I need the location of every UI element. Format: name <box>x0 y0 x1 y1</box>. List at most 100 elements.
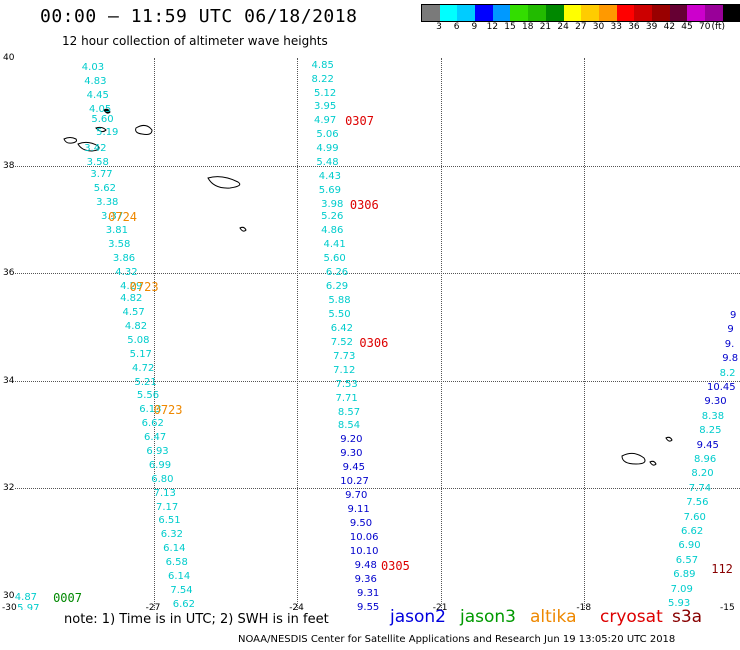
legend-tick-label: 9 <box>471 22 478 32</box>
wave-height-value: 8.22 <box>311 73 334 85</box>
legend-color-swatch <box>457 5 476 21</box>
grid-line-horizontal <box>10 273 740 275</box>
grid-line-vertical <box>153 58 155 610</box>
wave-height-value: 6.47 <box>144 431 167 443</box>
legend-color-swatch <box>705 5 723 21</box>
grid-line-vertical <box>440 58 442 610</box>
legend-tick-label: 45 <box>681 22 693 32</box>
wave-height-value: 9.50 <box>349 517 373 529</box>
wave-height-value: 5.21 <box>134 376 157 388</box>
wave-height-value: 6.14 <box>163 542 186 554</box>
wave-height-value: 9.31 <box>357 587 380 599</box>
wave-height-value: 9.8 <box>722 353 739 365</box>
x-tick-label: -15 <box>720 603 735 613</box>
wave-height-value: 8.96 <box>694 454 717 465</box>
wave-height-value: 5.60 <box>323 253 346 265</box>
wave-height-value: 3.98 <box>321 199 344 211</box>
legend-tick-label: (ft) <box>711 22 726 32</box>
wave-height-value: 6.90 <box>678 540 701 552</box>
wave-height-value: 4.57 <box>122 307 145 318</box>
wave-height-value: 5.48 <box>316 157 339 169</box>
legend-tick-label: 15 <box>504 22 516 32</box>
wave-height-value: 9 <box>730 310 737 321</box>
wave-height-value: 5.56 <box>136 389 160 401</box>
wave-height-value: 7.60 <box>683 511 706 523</box>
x-tick-label: -21 <box>432 603 448 613</box>
wave-height-value: 6.99 <box>148 459 172 471</box>
wave-height-value: 7.53 <box>335 379 358 391</box>
wave-height-value: 4.82 <box>120 293 143 305</box>
wave-height-value: 4.86 <box>321 225 344 237</box>
wave-height-value: 4.99 <box>316 143 339 155</box>
credit-line: NOAA/NESDIS Center for Satellite Applica… <box>238 634 676 645</box>
y-tick-label: 36 <box>3 268 15 279</box>
wave-height-value: 4.03 <box>81 61 105 73</box>
legend-tick-label: 12 <box>486 22 499 32</box>
legend-tick-label: 18 <box>522 22 534 32</box>
y-tick-label: 40 <box>3 53 15 63</box>
wave-height-value: 7.54 <box>170 584 193 596</box>
map-plot-area: 4.03 4.83 4.45 4.05 5.60 5.19 3.42 3.58 3.77 5.62… <box>10 58 740 610</box>
legend-color-swatch <box>634 5 652 21</box>
wave-height-value: 7.56 <box>686 497 709 509</box>
wave-height-value: 7.09 <box>670 583 693 595</box>
wave-height-value: 3.86 <box>112 253 136 265</box>
wave-height-value: 9.55 <box>357 601 380 610</box>
wave-height-value: 10.10 <box>349 545 379 557</box>
legend-color-swatch <box>581 5 599 21</box>
wave-height-value: 7.73 <box>333 351 356 363</box>
grid-line-horizontal <box>10 165 740 167</box>
y-tick-label: 30 <box>3 591 15 601</box>
pass-time-label: 0306 <box>359 336 389 351</box>
satellite-label-altika: altika <box>530 607 577 627</box>
wave-height-value: 5.93 <box>668 598 691 609</box>
pass-time-label: 0723 <box>153 402 183 417</box>
wave-height-value: 4.72 <box>132 362 155 374</box>
satellite-label-jason2: jason2 <box>390 607 446 627</box>
wave-height-value: 5.06 <box>316 129 339 141</box>
legend-tick-label: 39 <box>645 22 658 32</box>
legend-tick-label: 33 <box>610 22 622 32</box>
pass-time-label: 0305 <box>380 558 410 573</box>
wave-height-value: 6.26 <box>325 267 349 279</box>
wave-height-value: 5.12 <box>313 87 337 99</box>
wave-height-value: 6.29 <box>325 281 349 293</box>
wave-height-value: 4.29 <box>120 281 143 293</box>
wave-height-value: 8.54 <box>337 419 361 431</box>
wave-height-value: 5.17 <box>129 348 152 360</box>
grid-line-horizontal <box>10 488 740 490</box>
wave-height-value: 10.27 <box>340 475 369 487</box>
wave-height-value: 8.2 <box>719 367 736 379</box>
legend-tick-label: 30 <box>592 22 605 32</box>
wave-height-value: 6.62 <box>172 598 195 610</box>
wave-height-value: 4.45 <box>86 89 109 101</box>
wave-height-value: 7.12 <box>333 365 356 377</box>
wave-height-value: 7.13 <box>153 487 176 499</box>
pass-time-label: 0723 <box>129 280 159 295</box>
x-tick-label: -27 <box>145 603 161 613</box>
wave-height-value: 3.38 <box>96 197 119 209</box>
grid-line-vertical <box>584 58 586 610</box>
wave-height-value: 5.97 <box>17 602 40 610</box>
legend-tick-label: 27 <box>575 22 587 32</box>
legend-tick-label: 3 <box>436 22 442 32</box>
wave-height-value: 6.62 <box>141 417 164 429</box>
wave-height-value: 6.80 <box>151 473 174 485</box>
wave-height-value: 10.06 <box>349 531 379 543</box>
legend-color-swatch <box>563 5 582 21</box>
wave-height-value: 9.30 <box>704 396 727 408</box>
wave-height-value: 4.82 <box>124 321 148 332</box>
legend-tick-label: 24 <box>557 22 569 32</box>
wave-height-value: 4.32 <box>115 267 138 279</box>
pass-time-label: 0307 <box>345 114 374 129</box>
legend-color-swatch <box>669 5 688 21</box>
wave-height-value: 9.70 <box>345 489 368 501</box>
wave-height-value: 10.45 <box>707 382 736 393</box>
legend-color-swatch <box>687 5 705 21</box>
legend-color-swatch <box>510 5 529 21</box>
wave-height-value: 5.60 <box>91 114 114 126</box>
legend-tick-label: 42 <box>663 22 676 32</box>
wave-height-value: 6.51 <box>158 514 181 526</box>
wave-height-value: 6.57 <box>675 554 699 566</box>
